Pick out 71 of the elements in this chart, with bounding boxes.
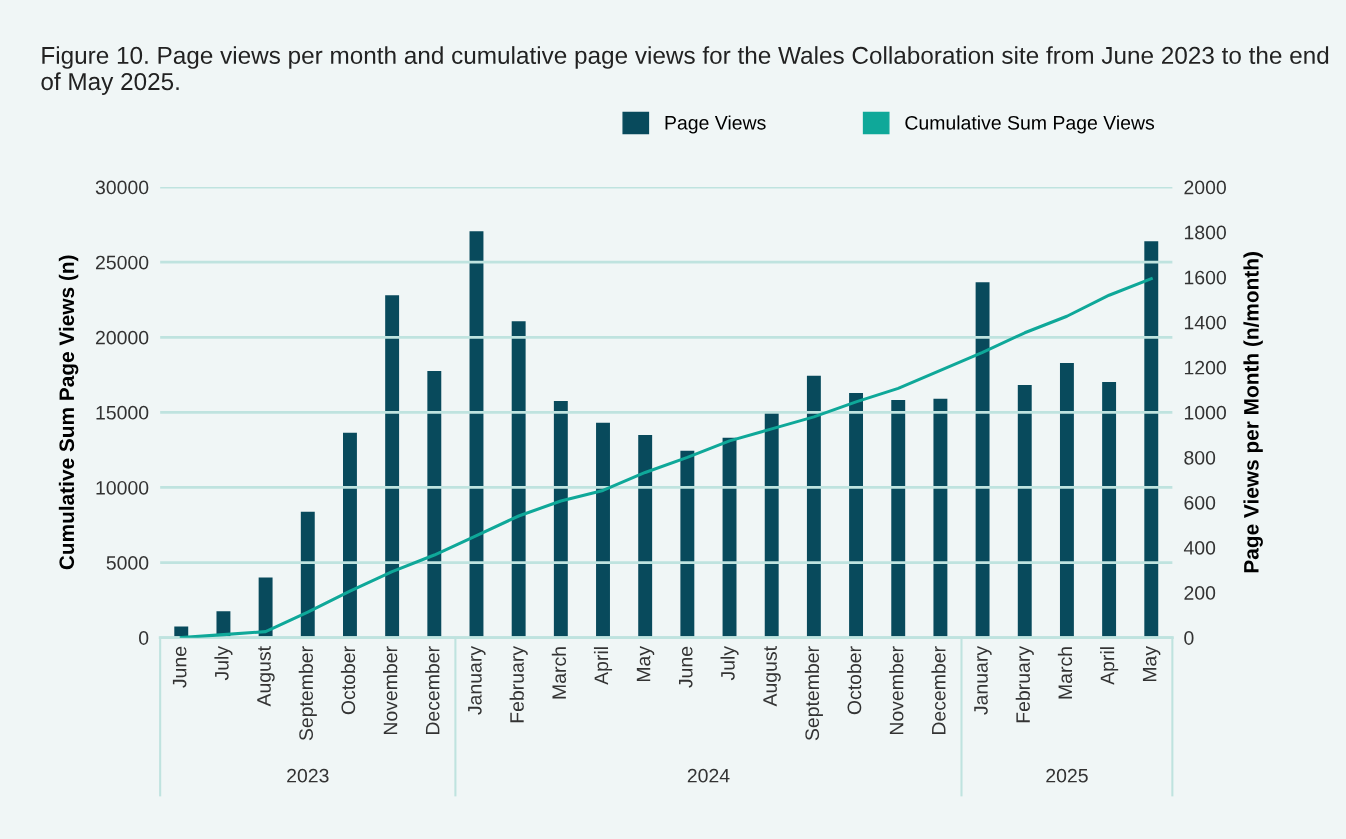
y-tick-label: 0 bbox=[139, 631, 149, 645]
bar bbox=[300, 511, 315, 638]
bar bbox=[1102, 381, 1117, 638]
x-tick-label: January bbox=[974, 646, 992, 715]
bar bbox=[1059, 363, 1074, 638]
x-tick-label: February bbox=[1015, 646, 1034, 723]
x-tick-label: September bbox=[804, 646, 823, 741]
y-axis-title: Cumulative Sum Page Views (n) bbox=[58, 255, 79, 570]
bar bbox=[385, 295, 400, 638]
bar bbox=[511, 321, 526, 638]
x-tick-label: March bbox=[551, 647, 567, 699]
x-tick-label: May bbox=[1142, 646, 1161, 682]
y-tick-label: 20000 bbox=[95, 330, 149, 345]
x-tick-label: October bbox=[340, 646, 356, 715]
bar bbox=[933, 398, 948, 638]
bar bbox=[596, 422, 610, 638]
x-tick-label: July bbox=[720, 646, 739, 681]
x-tick-label: July bbox=[214, 646, 233, 681]
y2-tick-label: 800 bbox=[1184, 450, 1216, 465]
y2-tick-label: 1400 bbox=[1184, 315, 1226, 330]
x-tick-label: April bbox=[1100, 647, 1119, 685]
x-tick-label: August bbox=[257, 646, 275, 707]
x-tick-label: November bbox=[889, 646, 904, 735]
x-tick-label: December bbox=[931, 646, 946, 735]
bar bbox=[975, 282, 990, 638]
line-series bbox=[179, 277, 1153, 638]
bar bbox=[553, 400, 568, 638]
legend-label: Cumulative Sum Page Views bbox=[905, 115, 1155, 134]
y2-axis-title: Page Views per Month (n/month) bbox=[1243, 252, 1263, 573]
bar bbox=[258, 577, 273, 638]
y-tick-label: 5000 bbox=[106, 556, 149, 570]
x-tick-label: February bbox=[509, 646, 528, 723]
bar bbox=[638, 434, 653, 638]
text: 2023 bbox=[287, 768, 329, 783]
y2-tick-label: 1600 bbox=[1184, 270, 1226, 285]
bar bbox=[891, 399, 906, 638]
chart-title: Figure 10. Page views per month and cumulative page views for the Wales Collaboration site from June 2023 to the end of May 2025. bbox=[41, 46, 1329, 95]
x-tick-label: January bbox=[468, 646, 486, 715]
bar bbox=[806, 375, 821, 638]
y-tick-label: 10000 bbox=[96, 480, 149, 495]
x-tick-label: November bbox=[383, 646, 398, 735]
y2-tick-label: 1800 bbox=[1184, 225, 1226, 240]
y2-tick-label: 1000 bbox=[1184, 405, 1226, 420]
bar bbox=[680, 450, 695, 638]
bar bbox=[764, 412, 779, 638]
legend-label: Page Views bbox=[665, 115, 766, 134]
x-tick-label: October bbox=[846, 646, 862, 715]
bar bbox=[343, 432, 357, 638]
y-tick-label: 30000 bbox=[95, 180, 149, 195]
x-tick-label: March bbox=[1057, 647, 1073, 699]
bar bbox=[1144, 241, 1159, 638]
x-tick-label: September bbox=[298, 646, 317, 741]
y2-tick-label: 600 bbox=[1184, 495, 1216, 510]
bar bbox=[427, 370, 442, 638]
bar bbox=[1017, 384, 1032, 638]
y2-tick-label: 200 bbox=[1184, 586, 1216, 600]
y2-tick-label: 0 bbox=[1184, 631, 1194, 645]
x-tick-label: August bbox=[763, 646, 781, 707]
y-tick-label: 25000 bbox=[95, 255, 149, 270]
y-tick-label: 15000 bbox=[96, 405, 149, 420]
text: 2025 bbox=[1046, 768, 1088, 783]
bar bbox=[849, 393, 864, 638]
x-tick-label: June bbox=[172, 646, 187, 688]
text: 2024 bbox=[687, 768, 730, 783]
y2-tick-label: 400 bbox=[1183, 541, 1216, 555]
x-tick-label: December bbox=[425, 646, 440, 735]
x-tick-label: June bbox=[679, 646, 693, 688]
y2-tick-label: 1200 bbox=[1184, 360, 1226, 375]
y2-tick-label: 2000 bbox=[1184, 180, 1226, 195]
x-tick-label: May bbox=[636, 646, 655, 682]
x-tick-label: April bbox=[593, 647, 613, 685]
